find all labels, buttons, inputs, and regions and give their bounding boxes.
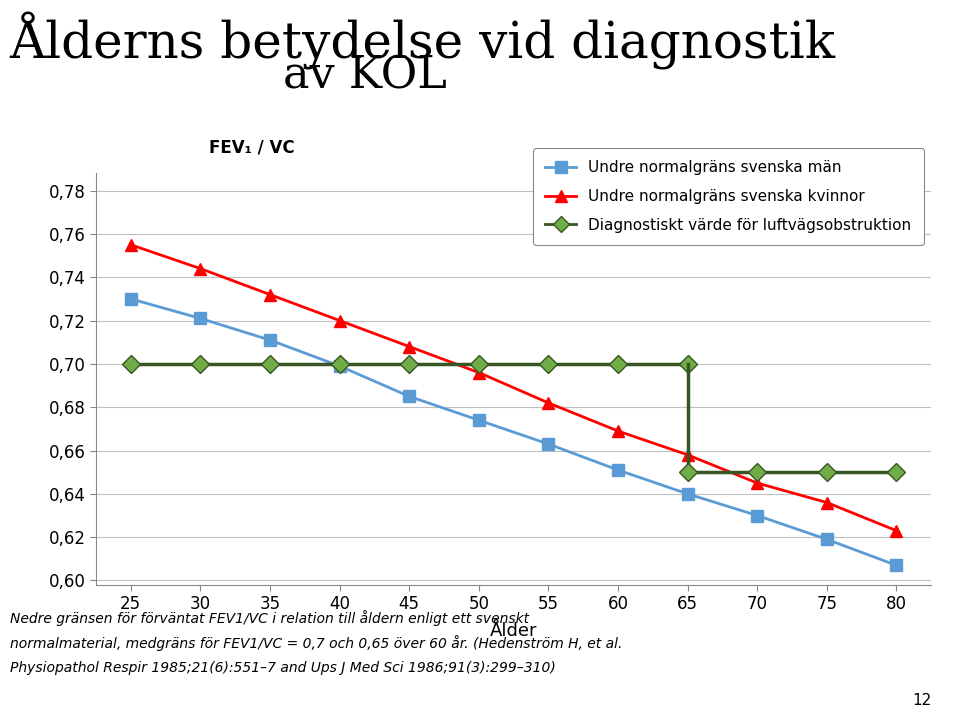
X-axis label: Ålder: Ålder <box>490 622 538 640</box>
Text: Ålderns betydelse vid diagnostik: Ålderns betydelse vid diagnostik <box>10 11 835 69</box>
Text: FEV₁ / VC: FEV₁ / VC <box>208 139 295 157</box>
Text: av KOL: av KOL <box>283 54 446 97</box>
Legend: Undre normalgräns svenska män, Undre normalgräns svenska kvinnor, Diagnostiskt v: Undre normalgräns svenska män, Undre nor… <box>533 148 924 245</box>
Text: normalmaterial, medgräns för FEV1/VC = 0,7 och 0,65 över 60 år. (Hedenström H, e: normalmaterial, medgräns för FEV1/VC = 0… <box>10 635 622 651</box>
Text: 12: 12 <box>912 692 931 708</box>
Text: Physiopathol Respir 1985;21(6):551–7 and Ups J Med Sci 1986;91(3):299–310): Physiopathol Respir 1985;21(6):551–7 and… <box>10 661 555 674</box>
Text: Nedre gränsen för förväntat FEV1/VC i relation till åldern enligt ett svenskt: Nedre gränsen för förväntat FEV1/VC i re… <box>10 610 529 626</box>
